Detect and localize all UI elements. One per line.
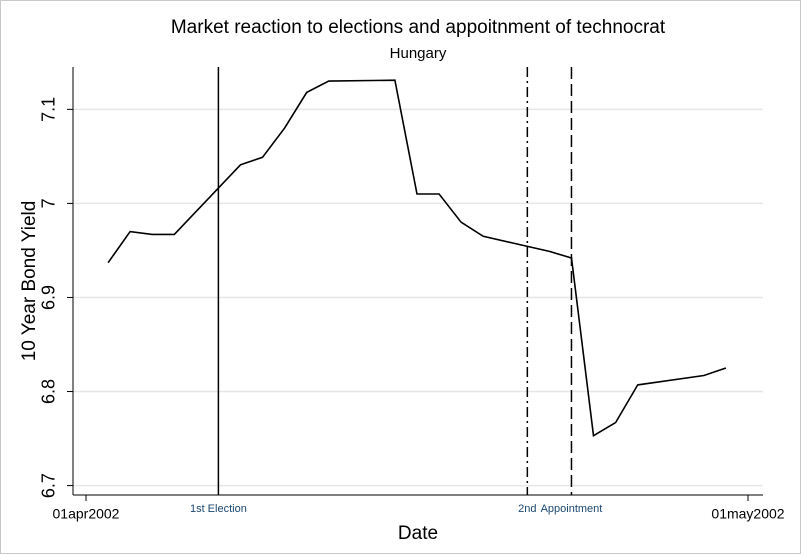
chart-subtitle: Hungary — [390, 45, 447, 62]
y-tick-label: 6.8 — [39, 379, 59, 404]
x-tick-label: 01apr2002 — [53, 506, 120, 522]
y-tick-label: 6.9 — [39, 285, 59, 310]
event-label: 1st Election — [190, 503, 247, 515]
data-line — [107, 79, 727, 438]
x-tick-label: 01may2002 — [711, 506, 784, 522]
y-axis-label: 10 Year Bond Yield — [19, 201, 40, 362]
y-tick-label: 7.1 — [39, 97, 59, 122]
y-tick-label: 6.7 — [39, 473, 59, 498]
event-label: 2nd — [518, 503, 536, 515]
x-axis-label: Date — [398, 523, 438, 544]
chart-title: Market reaction to elections and appoitn… — [171, 17, 666, 38]
event-label: Appointment — [541, 503, 603, 515]
y-tick-label: 7 — [39, 198, 59, 208]
